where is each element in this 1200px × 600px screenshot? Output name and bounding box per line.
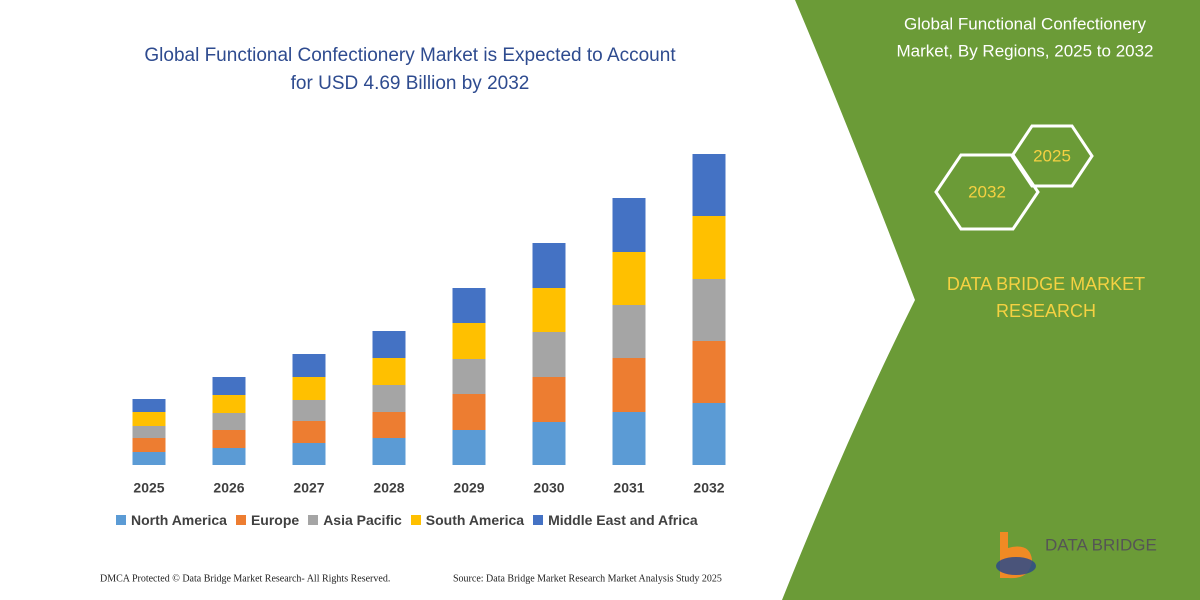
bar-segment xyxy=(212,377,246,395)
bar-segment xyxy=(292,421,326,443)
legend-swatch xyxy=(533,515,544,525)
legend-item: South America xyxy=(410,512,525,528)
bar-segment xyxy=(212,430,246,448)
bar-segment xyxy=(292,400,326,421)
x-tick-label: 2029 xyxy=(453,480,484,496)
bar-segment xyxy=(532,422,566,465)
legend-item: Middle East and Africa xyxy=(533,512,698,528)
legend-item: Asia Pacific xyxy=(308,512,402,528)
bar-segment xyxy=(612,358,646,412)
panel-title: Market, By Regions, 2025 to 2032 xyxy=(896,41,1153,60)
bar-segment xyxy=(692,154,726,216)
bar-segment xyxy=(372,358,406,385)
x-tick-label: 2031 xyxy=(613,480,644,496)
x-tick-label: 2030 xyxy=(533,480,564,496)
chart-title: Global Functional Confectionery Market i… xyxy=(144,45,676,66)
bar-segment xyxy=(292,377,326,400)
legend-swatch xyxy=(308,515,319,525)
panel-title: Global Functional Confectionery xyxy=(904,14,1146,33)
bar-segment xyxy=(292,443,326,465)
bar-segment xyxy=(692,403,726,465)
bar-segment xyxy=(132,399,166,412)
bar-segment xyxy=(532,288,566,332)
legend-label: South America xyxy=(425,512,525,528)
bar-segment xyxy=(212,448,246,465)
legend-swatch xyxy=(410,515,421,525)
bar-segment xyxy=(372,385,406,412)
bar-segment xyxy=(132,412,166,426)
bar-segment xyxy=(132,438,166,452)
bar-segment xyxy=(452,323,486,359)
bar-segment xyxy=(212,395,246,413)
x-tick-label: 2027 xyxy=(293,480,324,496)
brand: DATA BRIDGE MARKET xyxy=(947,274,1145,294)
logo-icon xyxy=(996,557,1036,575)
legend-swatch xyxy=(235,515,246,525)
legend-label: Europe xyxy=(250,512,300,528)
legend-item: Europe xyxy=(235,512,300,528)
bar-segment xyxy=(372,331,406,358)
legend-swatch xyxy=(116,515,126,525)
legend-label: North America xyxy=(131,512,227,528)
bar-segment xyxy=(532,243,566,288)
badge: 2025 xyxy=(1033,146,1071,165)
bar-segment xyxy=(452,288,486,323)
bar-segment xyxy=(292,354,326,377)
footer-source: Source: Data Bridge Market Research Mark… xyxy=(453,573,722,584)
chart-title: for USD 4.69 Billion by 2032 xyxy=(291,73,530,94)
bar-segment xyxy=(452,394,486,430)
legend-label: Middle East and Africa xyxy=(548,512,698,528)
bar-segment xyxy=(612,198,646,252)
logo-text: DATA BRIDGE xyxy=(1045,535,1157,554)
footer-rights: DMCA Protected © Data Bridge Market Rese… xyxy=(100,573,390,584)
bar-segment xyxy=(132,426,166,438)
bar-segment xyxy=(612,305,646,358)
bar-segment xyxy=(532,377,566,422)
bar-segment xyxy=(692,216,726,279)
badge: 2032 xyxy=(968,182,1006,201)
legend: North America Europe Asia Pacific South Ame… xyxy=(116,512,698,528)
bar-segment xyxy=(212,413,246,430)
hexagon xyxy=(934,153,1040,231)
x-tick-label: 2028 xyxy=(373,480,404,496)
brand: RESEARCH xyxy=(996,301,1096,321)
bar-segment xyxy=(612,412,646,465)
bar-segment xyxy=(132,452,166,465)
bar-segment xyxy=(372,412,406,438)
legend-label: Asia Pacific xyxy=(323,512,402,528)
bar-segment xyxy=(612,252,646,305)
bar-segment xyxy=(372,438,406,465)
x-tick-label: 2025 xyxy=(133,480,164,496)
bar-segment xyxy=(452,430,486,465)
x-tick-label: 2026 xyxy=(213,480,244,496)
bar-segment xyxy=(532,332,566,377)
x-tick-label: 2032 xyxy=(693,480,724,496)
side-panel-bg xyxy=(782,0,1200,600)
bar-segment xyxy=(692,279,726,341)
legend-item: North America xyxy=(116,512,227,528)
bar-segment xyxy=(452,359,486,394)
bar-segment xyxy=(692,341,726,403)
